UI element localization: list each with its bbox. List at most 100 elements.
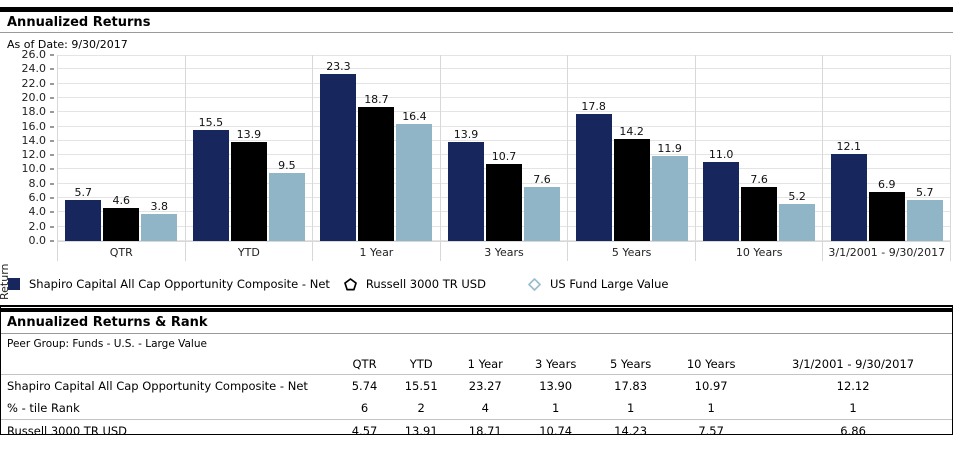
bar (320, 74, 357, 241)
annualized-returns-chart: Return 0.0 2.0 4.0 6.0 8.0 10.0 12.0 14.0 16.0 18… (0, 48, 952, 300)
bar (906, 200, 943, 241)
value-cell: 5.74 (351, 379, 378, 394)
column-header: YTD (409, 357, 433, 371)
plot-area: 5.7 4.6 3.8 QTR 15.5 13.9 9.5 YTD 23.3 18.7 16.4 1 … (57, 55, 952, 261)
bar-with-label: 11.0 (703, 148, 740, 241)
category-label: 10 Years (695, 241, 823, 261)
bar-with-label: 13.9 (448, 127, 485, 241)
bar-value-label: 13.9 (453, 127, 479, 141)
page-title: Annualized Returns (7, 15, 151, 30)
category-label: QTR (58, 241, 185, 261)
peer-group-label: Peer Group: Funds - U.S. - Large Value (7, 338, 207, 350)
bar-value-label: 11.0 (708, 148, 734, 162)
y-tick-label: 0.0 (28, 234, 47, 247)
bar (396, 123, 433, 241)
bars: 12.1 6.9 5.7 (823, 55, 950, 241)
pentagon-outline-icon (344, 277, 357, 290)
rank-title-divider (1, 333, 952, 334)
column-header: 1 Year (467, 357, 503, 371)
bar (524, 186, 561, 241)
bar (779, 203, 816, 241)
diamond-outline-icon (528, 277, 541, 291)
as-of-date: As of Date: 9/30/2017 (7, 38, 128, 51)
bar-value-label: 15.5 (198, 116, 224, 130)
y-tick-label: 6.0 (28, 191, 47, 205)
y-axis-title: Return (0, 263, 11, 300)
value-cell: 14.23 (614, 424, 648, 439)
legend-label-peer: US Fund Large Value (549, 277, 669, 291)
column-header: 3 Years (535, 357, 577, 371)
y-tick-label: 4.0 (28, 205, 47, 219)
category-label: 1 Year (313, 241, 440, 261)
bar-value-label: 17.8 (581, 99, 606, 113)
bar-value-label: 9.5 (278, 159, 296, 173)
rank-section-title: Annualized Returns & Rank (7, 315, 208, 330)
bar-group: 15.5 13.9 9.5 YTD (185, 55, 314, 261)
y-tick-mark (50, 240, 54, 242)
y-tick-mark (50, 111, 54, 114)
y-tick-label: 10.0 (21, 162, 47, 176)
value-cell: 6.86 (840, 424, 866, 439)
y-tick-mark (50, 54, 54, 56)
bar-with-label: 14.2 (613, 125, 650, 241)
category-label: 5 Years (568, 241, 695, 261)
gridline (58, 68, 951, 70)
bar (448, 141, 485, 241)
gridline (58, 125, 951, 127)
bar-group: 5.7 4.6 3.8 QTR (58, 55, 186, 261)
y-tick-mark (50, 154, 54, 157)
y-tick-mark (50, 68, 54, 71)
bar-with-label: 11.9 (651, 141, 688, 241)
legend-item-russell: Russell 3000 TR USD (344, 277, 486, 291)
y-tick-mark (50, 197, 54, 200)
bar-value-label: 5.7 (916, 186, 934, 200)
y-tick-mark (50, 225, 54, 228)
bar-with-label: 4.6 (103, 194, 140, 241)
bar-with-label: 23.3 (320, 60, 357, 241)
column-header: QTR (352, 357, 377, 371)
bar-with-label: 18.7 (358, 93, 395, 241)
bar (358, 107, 395, 241)
bar (651, 155, 688, 241)
rank-table-header: QTR YTD 1 Year 3 Years 5 Years 10 Years 3/1/20… (1, 354, 952, 375)
bar-with-label: 15.5 (192, 116, 229, 241)
value-cell: 1 (707, 401, 715, 416)
value-cell: 4.57 (351, 424, 378, 439)
value-cell: 12.12 (836, 379, 870, 394)
bar-value-label: 4.6 (112, 194, 131, 208)
bar-group: 13.9 10.7 7.6 3 Years (440, 55, 569, 261)
table-row: % - tile Rank 6 2 4 1 1 1 1 (1, 397, 952, 420)
y-tick-mark (50, 125, 54, 128)
legend-item-composite: Shapiro Capital All Cap Opportunity Comp… (8, 277, 330, 291)
bar-with-label: 5.7 (65, 186, 102, 241)
bar-with-label: 12.1 (830, 140, 867, 241)
value-cell: 7.57 (698, 424, 724, 439)
bars: 23.3 18.7 16.4 (313, 55, 440, 241)
value-cell: 13.90 (539, 379, 573, 394)
bar (741, 186, 778, 241)
value-cell: 2 (417, 401, 425, 416)
bar (230, 141, 267, 241)
table-row: Shapiro Capital All Cap Opportunity Comp… (1, 375, 952, 398)
bar (575, 113, 612, 241)
bar-value-label: 14.2 (619, 125, 644, 139)
bars: 13.9 10.7 7.6 (441, 55, 568, 241)
gridline (58, 154, 951, 156)
bar-value-label: 5.2 (788, 189, 806, 203)
bar-value-label: 13.9 (236, 127, 262, 141)
bar-with-label: 13.9 (230, 127, 267, 241)
bar (830, 154, 867, 241)
bar-group: 12.1 6.9 5.7 3/1/2001 - 9/30/2017 (823, 55, 952, 261)
y-tick-label: 20.0 (21, 90, 47, 104)
bars: 15.5 13.9 9.5 (186, 55, 313, 241)
bar-value-label: 11.9 (657, 141, 682, 155)
bar-with-label: 7.6 (524, 173, 561, 241)
bar-value-label: 18.7 (364, 93, 389, 107)
value-cell: 23.27 (468, 379, 502, 394)
value-cell: 15.51 (404, 379, 438, 394)
bar (703, 162, 740, 241)
y-tick-label: 14.0 (21, 133, 47, 147)
gridline (58, 111, 951, 113)
chart-legend: Shapiro Capital All Cap Opportunity Comp… (8, 277, 953, 291)
rank-section: Annualized Returns & Rank Peer Group: Fu… (0, 305, 953, 438)
